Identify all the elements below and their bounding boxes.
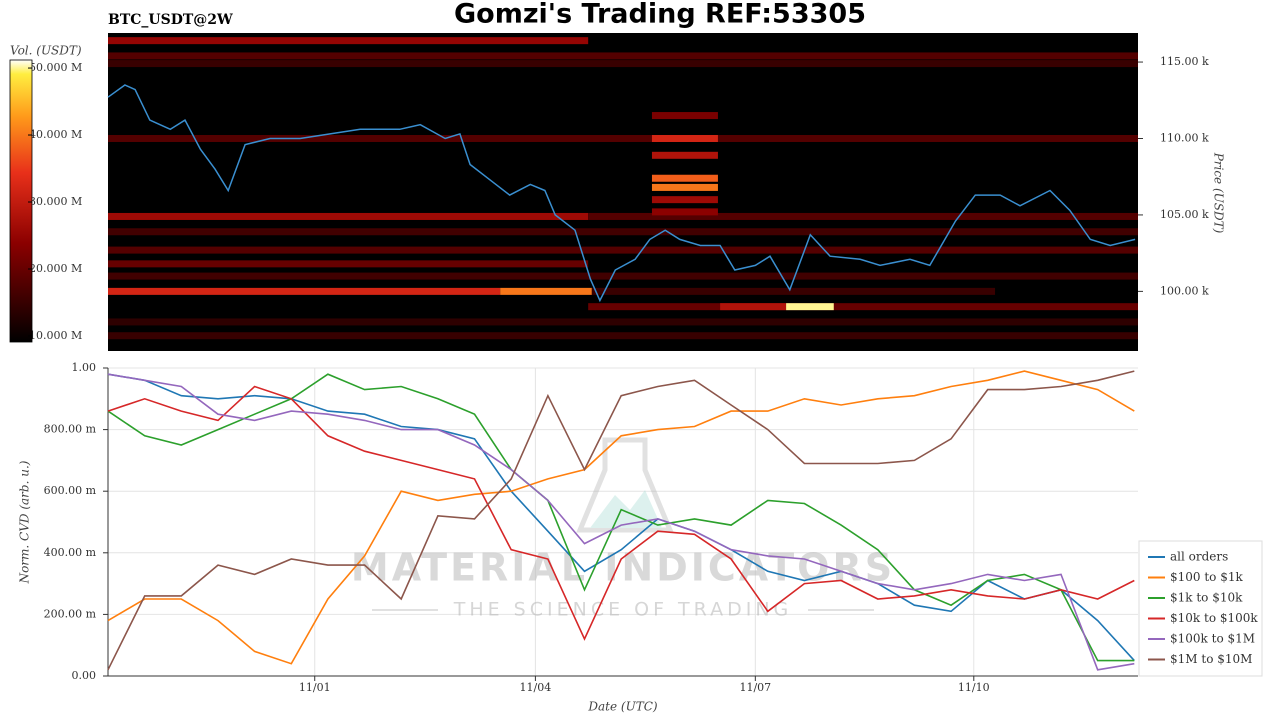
colorbar-tick-label: 20.000 M [29,262,82,275]
x-tick-label: 11/04 [520,681,552,694]
heat-cell [108,318,1138,326]
heat-cell [591,287,996,295]
y-tick-label: 115.00 k [1160,55,1209,68]
colorbar: 10.000 M 20.000 M 30.000 M 40.000 M 50.000 M [9,59,82,343]
chart-title: Gomzi's Trading REF:53305 [454,0,866,30]
x-tick-label: 11/01 [299,681,331,694]
chart-subtitle: BTC_USDT@2W [108,12,233,28]
cvd-line [107,370,1135,671]
cvd-line [107,385,1135,641]
colorbar-tick-label: 30.000 M [29,195,82,208]
legend-label: all orders [1170,550,1228,564]
price-line [107,84,1136,303]
legend-label: $1M to $10M [1170,652,1252,666]
legend-box [1138,540,1263,677]
cvd-line [107,370,1135,665]
y-tick-label: 110.00 k [1160,131,1209,144]
colorbar-scale [9,59,33,343]
heat-cell [108,260,589,268]
heat-cell [651,151,718,159]
x-tick-label: 11/10 [958,681,990,694]
x-tick-label: 11/07 [739,681,771,694]
cvd-line [107,373,1135,662]
heat-cell [108,272,1138,280]
heatmap: 100.00 k 105.00 k 110.00 k 115.00 k [107,37,1209,340]
y-tick-label: 600.00 m [44,484,97,497]
heat-cell [108,246,1138,254]
colorbar-tick-label: 40.000 M [29,128,82,141]
cvd-line [107,373,1135,671]
heat-cell [588,303,1138,311]
heat-cell [108,212,589,220]
y-axis-label: Norm. CVD (arb. u.) [18,460,32,584]
cvd-chart: MATERIAL INDICATORS THE SCIENCE OF TRADI… [44,361,1263,694]
legend-label: $10k to $100k [1170,611,1258,625]
y-tick-label: 200.00 m [44,607,97,620]
y-tick-label: 100.00 k [1160,284,1209,297]
heat-cell [108,287,501,295]
legend-label: $1k to $10k [1170,591,1243,605]
heat-cell [651,196,718,204]
heat-cell [651,174,718,182]
colorbar-tick-label: 50.000 M [29,61,82,74]
heat-cell [108,332,1138,340]
heat-cell [651,183,718,191]
colorbar-label: Vol. (USDT) [10,44,82,58]
heat-cell [786,303,834,311]
heat-cell [651,134,718,142]
legend-label: $100k to $1M [1170,632,1255,646]
y-tick-label: 1.00 [72,361,97,374]
x-axis-label: Date (UTC) [587,700,657,714]
heat-cell [108,37,589,45]
watermark: MATERIAL INDICATORS [351,546,895,590]
y-tick-label: 0.00 [72,669,97,682]
heat-cell [720,303,787,311]
y-tick-label: 105.00 k [1160,208,1209,221]
heatmap-background [108,33,1138,351]
cvd-line [107,373,1135,662]
legend-label: $100 to $1k [1170,570,1243,584]
heat-cell [108,134,1138,142]
heat-cell [588,212,1138,220]
heat-cell [108,52,1138,60]
y-axis-label: Price (USDT) [1212,152,1226,234]
heat-cell [108,60,1138,68]
heat-cell [651,112,718,120]
colorbar-tick-label: 10.000 M [29,329,82,342]
heat-cell [500,287,592,295]
heat-cell [108,228,1138,236]
y-tick-label: 800.00 m [44,423,97,436]
heat-cell [651,208,718,216]
y-tick-label: 400.00 m [44,546,97,559]
watermark: THE SCIENCE OF TRADING [453,599,793,621]
